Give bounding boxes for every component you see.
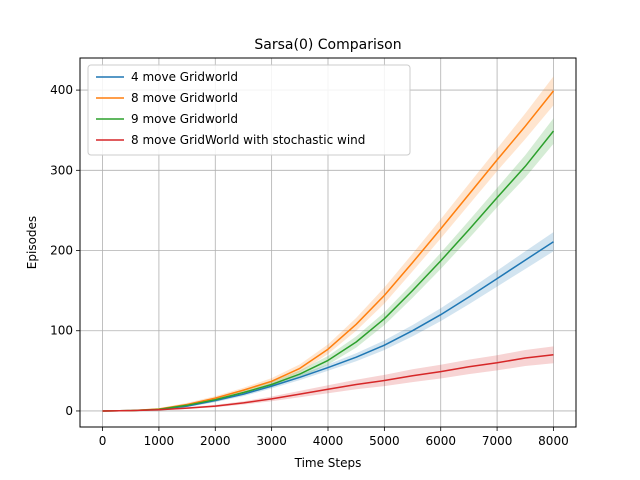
series-line	[102, 354, 554, 412]
legend-label: 8 move GridWorld with stochastic wind	[131, 133, 365, 147]
legend-label: 9 move Gridworld	[131, 112, 238, 126]
x-tick-label: 1000	[144, 434, 175, 448]
y-tick-label: 200	[50, 244, 73, 258]
axis-ticks: 0 1000 2000 3000 4000 5000 6000 7000 8000 0 100 200…	[50, 83, 569, 448]
y-axis-label: Episodes	[25, 216, 39, 269]
x-tick-label: 5000	[369, 434, 400, 448]
x-tick-label: 4000	[313, 434, 344, 448]
x-tick-label: 0	[99, 434, 107, 448]
x-axis-label: Time Steps	[294, 456, 362, 470]
chart-title: Sarsa(0) Comparison	[254, 37, 401, 53]
x-tick-label: 6000	[425, 434, 456, 448]
legend-box	[87, 64, 411, 156]
legend-label: 8 move Gridworld	[131, 91, 238, 105]
series-lines	[102, 90, 555, 412]
y-tick-label: 300	[50, 163, 73, 177]
x-tick-label: 3000	[256, 434, 287, 448]
y-tick-label: 0	[65, 404, 73, 418]
x-tick-label: 7000	[482, 434, 513, 448]
x-tick-label: 2000	[200, 434, 231, 448]
x-tick-label: 8000	[538, 434, 569, 448]
legend-label: 4 move Gridworld	[131, 70, 238, 84]
series-line	[102, 130, 555, 412]
legend: 4 move Gridworld 8 move Gridworld 9 move G…	[87, 64, 411, 156]
y-tick-label: 100	[50, 324, 73, 338]
y-tick-label: 400	[50, 83, 73, 97]
